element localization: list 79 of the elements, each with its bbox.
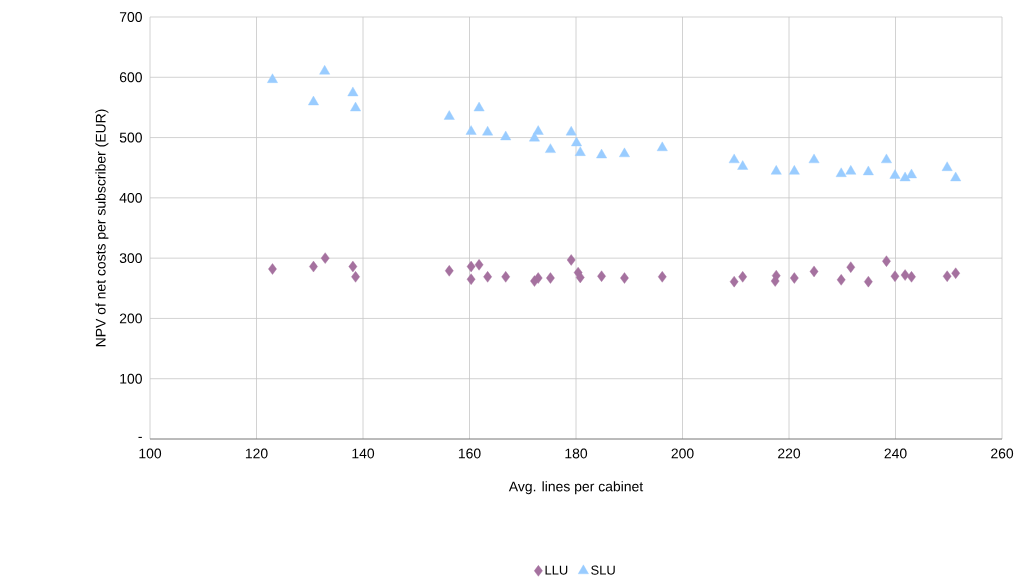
point (889, 169, 901, 179)
point (790, 272, 799, 284)
y-tick-label: 300 (119, 253, 142, 264)
point (729, 275, 739, 288)
point (546, 272, 555, 284)
x-tick-label: 180 (565, 448, 588, 459)
point (443, 110, 455, 120)
point (941, 161, 953, 171)
point (571, 136, 582, 147)
y-axis-title: NPV of net costs per subscriber (EUR) (95, 109, 109, 347)
point (890, 270, 900, 282)
y-tick-label: 200 (119, 313, 142, 324)
point (788, 165, 800, 175)
point (500, 130, 512, 141)
point (846, 261, 856, 273)
point (951, 267, 960, 279)
y-tick-label: 700 (119, 12, 142, 22)
point (770, 165, 782, 175)
point (728, 153, 740, 164)
point (466, 273, 476, 285)
point (474, 259, 484, 271)
point (942, 270, 952, 282)
point (574, 146, 586, 156)
point (465, 125, 477, 135)
point (545, 143, 556, 153)
x-tick-label: 220 (778, 448, 801, 459)
point (529, 131, 540, 142)
y-tick-label: 600 (119, 72, 142, 83)
point (473, 101, 485, 112)
x-tick-label: 240 (884, 448, 907, 459)
point (347, 86, 359, 97)
point (808, 153, 820, 164)
point (466, 260, 476, 273)
y-tick-label: - (138, 436, 142, 438)
point (881, 153, 892, 164)
point (596, 148, 607, 159)
y-tick-label: 500 (119, 132, 142, 143)
point (267, 73, 278, 83)
point (620, 272, 629, 284)
x-tick-label: 140 (352, 448, 375, 459)
point (907, 271, 916, 283)
point (657, 271, 667, 283)
point (308, 95, 319, 106)
point (320, 252, 330, 264)
point (900, 269, 910, 281)
point (656, 141, 668, 151)
point (845, 165, 857, 175)
point (348, 260, 358, 273)
y-tick-label: 400 (119, 192, 142, 203)
x-tick-label: 200 (671, 448, 694, 459)
point (351, 271, 360, 283)
point (862, 165, 874, 176)
legend-label: LLU (545, 565, 568, 575)
point (444, 265, 454, 277)
point (809, 265, 819, 278)
point (882, 255, 891, 267)
legend-label: SLU (591, 565, 615, 575)
point (836, 274, 846, 286)
point (737, 160, 749, 170)
x-axis-title: Avg. lines per cabinet (508, 481, 644, 495)
point (906, 168, 917, 179)
point (268, 263, 277, 275)
point (350, 101, 361, 112)
x-tick-label: 260 (991, 448, 1014, 459)
x-tick-label: 100 (139, 448, 162, 459)
point (319, 65, 331, 75)
x-tick-label: 120 (245, 448, 268, 459)
point (501, 271, 511, 283)
point (482, 125, 493, 136)
x-tick-label: 160 (458, 448, 481, 459)
point (566, 254, 576, 266)
point (619, 147, 630, 158)
point (738, 271, 747, 283)
point (597, 270, 606, 282)
point (835, 167, 847, 177)
point (950, 171, 962, 182)
y-tick-label: 100 (120, 373, 142, 384)
point (565, 125, 577, 136)
point (483, 271, 492, 283)
